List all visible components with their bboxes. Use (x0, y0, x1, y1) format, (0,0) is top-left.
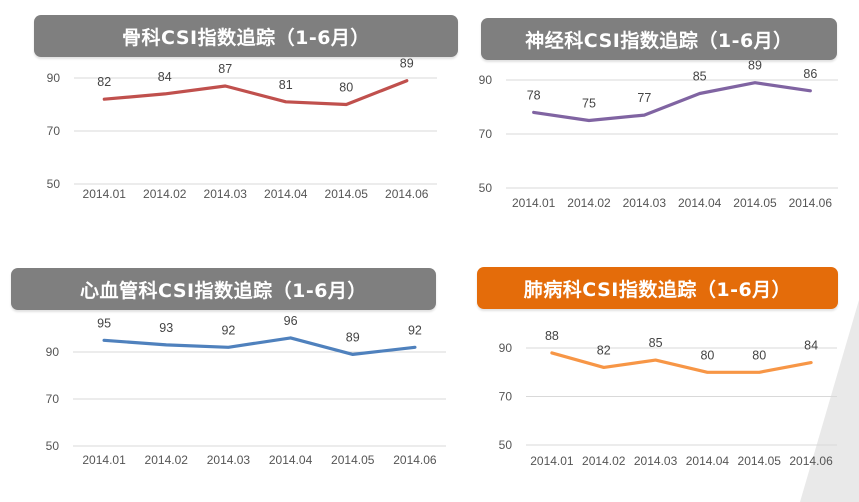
y-tick-label: 90 (46, 345, 60, 359)
series-line (102, 336, 417, 356)
data-label: 84 (804, 339, 818, 353)
y-tick-label: 90 (479, 73, 493, 87)
data-label: 95 (97, 316, 111, 330)
y-tick-label: 90 (499, 341, 513, 355)
x-tick-label: 2014.02 (582, 454, 626, 468)
x-tick-label: 2014.04 (686, 454, 730, 468)
x-tick-label: 2014.05 (331, 453, 375, 467)
data-label: 82 (97, 75, 111, 89)
data-label: 87 (218, 62, 232, 76)
x-tick-label: 2014.06 (393, 453, 437, 467)
series-line (532, 81, 812, 123)
y-tick-label: 50 (479, 181, 493, 195)
data-label: 78 (527, 88, 541, 102)
series-line (102, 79, 409, 107)
x-tick-label: 2014.03 (207, 453, 251, 467)
y-tick-label: 50 (499, 438, 513, 452)
chart-title-neurology: 神经科CSI指数追踪（1-6月） (481, 18, 837, 60)
data-label: 85 (693, 70, 707, 84)
x-tick-label: 2014.01 (512, 196, 556, 210)
data-label: 82 (597, 343, 611, 357)
data-label: 86 (803, 67, 817, 81)
data-label: 84 (158, 70, 172, 84)
y-tick-label: 50 (46, 439, 60, 453)
chart-title-orthopedics: 骨科CSI指数追踪（1-6月） (34, 15, 458, 57)
x-tick-label: 2014.06 (789, 196, 833, 210)
data-label: 92 (408, 323, 422, 337)
x-tick-label: 2014.04 (269, 453, 313, 467)
x-tick-label: 2014.06 (385, 187, 429, 201)
data-label: 89 (748, 59, 762, 73)
x-tick-label: 2014.03 (204, 187, 248, 201)
data-label: 92 (221, 323, 235, 337)
x-tick-label: 2014.05 (738, 454, 782, 468)
data-label: 80 (700, 348, 714, 362)
chart-title-cardiology: 心血管科CSI指数追踪（1-6月） (11, 268, 436, 310)
x-tick-label: 2014.04 (678, 196, 722, 210)
data-label: 77 (637, 91, 651, 105)
x-tick-label: 2014.02 (567, 196, 611, 210)
data-label: 80 (339, 81, 353, 95)
x-tick-label: 2014.01 (82, 453, 126, 467)
data-label: 85 (649, 336, 663, 350)
x-tick-label: 2014.02 (143, 187, 187, 201)
y-tick-label: 70 (499, 390, 513, 404)
x-tick-label: 2014.05 (733, 196, 777, 210)
y-tick-label: 70 (47, 124, 61, 138)
chart-title-pulmonology: 肺病科CSI指数追踪（1-6月） (477, 267, 838, 309)
data-label: 96 (284, 314, 298, 328)
data-label: 89 (400, 57, 414, 71)
data-label: 89 (346, 330, 360, 344)
data-label: 93 (159, 321, 173, 335)
y-tick-label: 50 (47, 177, 61, 191)
y-tick-label: 70 (46, 392, 60, 406)
x-tick-label: 2014.05 (325, 187, 369, 201)
x-tick-label: 2014.01 (83, 187, 127, 201)
x-tick-label: 2014.01 (530, 454, 574, 468)
data-label: 88 (545, 329, 559, 343)
y-tick-label: 70 (479, 127, 493, 141)
series-line (550, 351, 813, 374)
x-tick-label: 2014.04 (264, 187, 308, 201)
x-tick-label: 2014.06 (789, 454, 833, 468)
x-tick-label: 2014.03 (623, 196, 667, 210)
data-label: 75 (582, 97, 596, 111)
y-tick-label: 90 (47, 71, 61, 85)
x-tick-label: 2014.03 (634, 454, 678, 468)
x-tick-label: 2014.02 (145, 453, 189, 467)
data-label: 80 (752, 348, 766, 362)
data-label: 81 (279, 78, 293, 92)
